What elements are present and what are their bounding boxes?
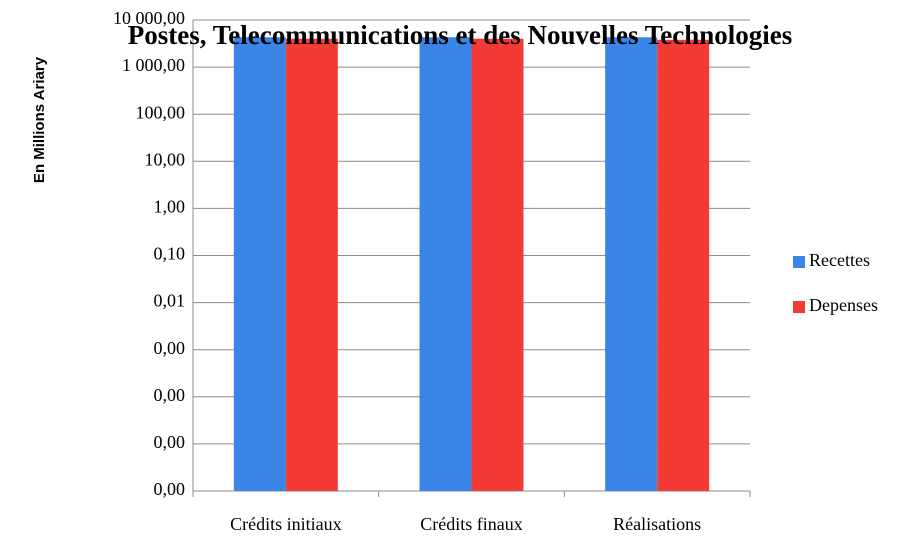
bar [471, 38, 524, 491]
y-tick-label: 1,00 [154, 197, 186, 217]
x-tick-label: Crédits finaux [420, 514, 522, 534]
y-tick-label: 0,00 [154, 432, 186, 452]
bar [657, 39, 710, 491]
y-tick-label: 0,00 [154, 479, 186, 499]
legend-label: Recettes [809, 250, 870, 270]
y-tick-label: 0,10 [154, 244, 186, 264]
bar [605, 37, 658, 491]
y-tick-label: 100,00 [136, 102, 186, 122]
legend-label: Depenses [809, 295, 878, 315]
y-axis-label: En Millions Ariary [31, 56, 48, 183]
legend-swatch [793, 256, 805, 268]
y-tick-label: 10,00 [145, 149, 186, 169]
y-tick-label: 1 000,00 [122, 55, 185, 75]
y-tick-label: 10 000,00 [113, 8, 185, 28]
x-tick-label: Crédits initiaux [230, 514, 342, 534]
bar [285, 38, 338, 491]
bar [419, 37, 472, 491]
y-tick-label: 0,01 [154, 291, 186, 311]
x-tick-label: Réalisations [613, 514, 701, 534]
legend-swatch [793, 301, 805, 313]
chart-title: Postes, Telecommunications et des Nouvel… [127, 20, 793, 50]
y-tick-label: 0,00 [154, 385, 186, 405]
bar [233, 37, 286, 491]
y-tick-label: 0,00 [154, 338, 186, 358]
